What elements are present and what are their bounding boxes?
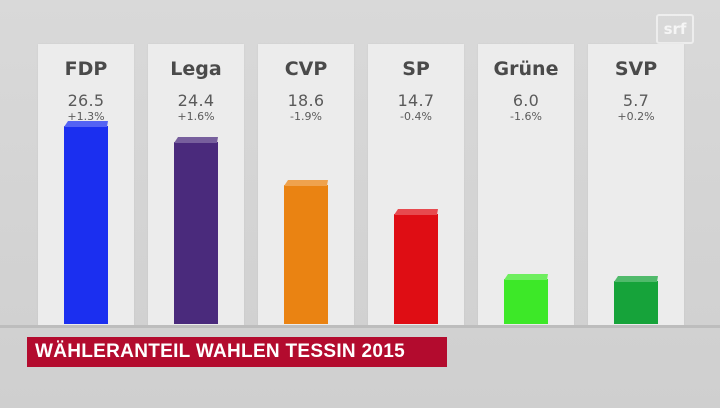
bar-top-face bbox=[64, 121, 108, 127]
category-label: Lega bbox=[170, 58, 222, 80]
category-label: SP bbox=[402, 58, 430, 80]
bar-top-face bbox=[504, 274, 548, 280]
bar-panel: Grüne 6.0 -1.6% bbox=[478, 44, 574, 326]
bar bbox=[394, 214, 438, 324]
change-label: +0.2% bbox=[617, 110, 655, 123]
bar-panel: SVP 5.7 +0.2% bbox=[588, 44, 684, 326]
change-label: +1.3% bbox=[67, 110, 105, 123]
bar-panel: SP 14.7 -0.4% bbox=[368, 44, 464, 326]
category-label: SVP bbox=[614, 58, 658, 80]
change-label: -1.6% bbox=[510, 110, 542, 123]
change-label: +1.6% bbox=[177, 110, 215, 123]
value-label: 18.6 bbox=[287, 91, 325, 110]
value-label: 14.7 bbox=[397, 91, 435, 110]
chart-baseline bbox=[0, 325, 720, 328]
bar-top-face bbox=[174, 137, 218, 143]
bar-panel: Lega 24.4 +1.6% bbox=[148, 44, 244, 326]
value-label: 26.5 bbox=[67, 91, 105, 110]
change-label: -1.9% bbox=[290, 110, 322, 123]
bar bbox=[614, 281, 658, 324]
chart-title: WÄHLERANTEIL WAHLEN TESSIN 2015 bbox=[27, 337, 447, 367]
broadcaster-logo-icon: srf bbox=[656, 14, 694, 44]
category-label: Grüne bbox=[493, 58, 559, 80]
bar-panel: CVP 18.6 -1.9% bbox=[258, 44, 354, 326]
bar bbox=[284, 185, 328, 324]
bar-top-face bbox=[284, 180, 328, 186]
value-label: 24.4 bbox=[177, 91, 215, 110]
value-label: 5.7 bbox=[622, 91, 650, 110]
category-label: FDP bbox=[64, 58, 108, 80]
bar bbox=[64, 126, 108, 324]
bar bbox=[174, 142, 218, 324]
bar bbox=[504, 279, 548, 324]
category-label: CVP bbox=[284, 58, 328, 80]
bar-panel: FDP 26.5 +1.3% bbox=[38, 44, 134, 326]
bar-top-face bbox=[614, 276, 658, 282]
bar-top-face bbox=[394, 209, 438, 215]
change-label: -0.4% bbox=[400, 110, 432, 123]
value-label: 6.0 bbox=[512, 91, 540, 110]
